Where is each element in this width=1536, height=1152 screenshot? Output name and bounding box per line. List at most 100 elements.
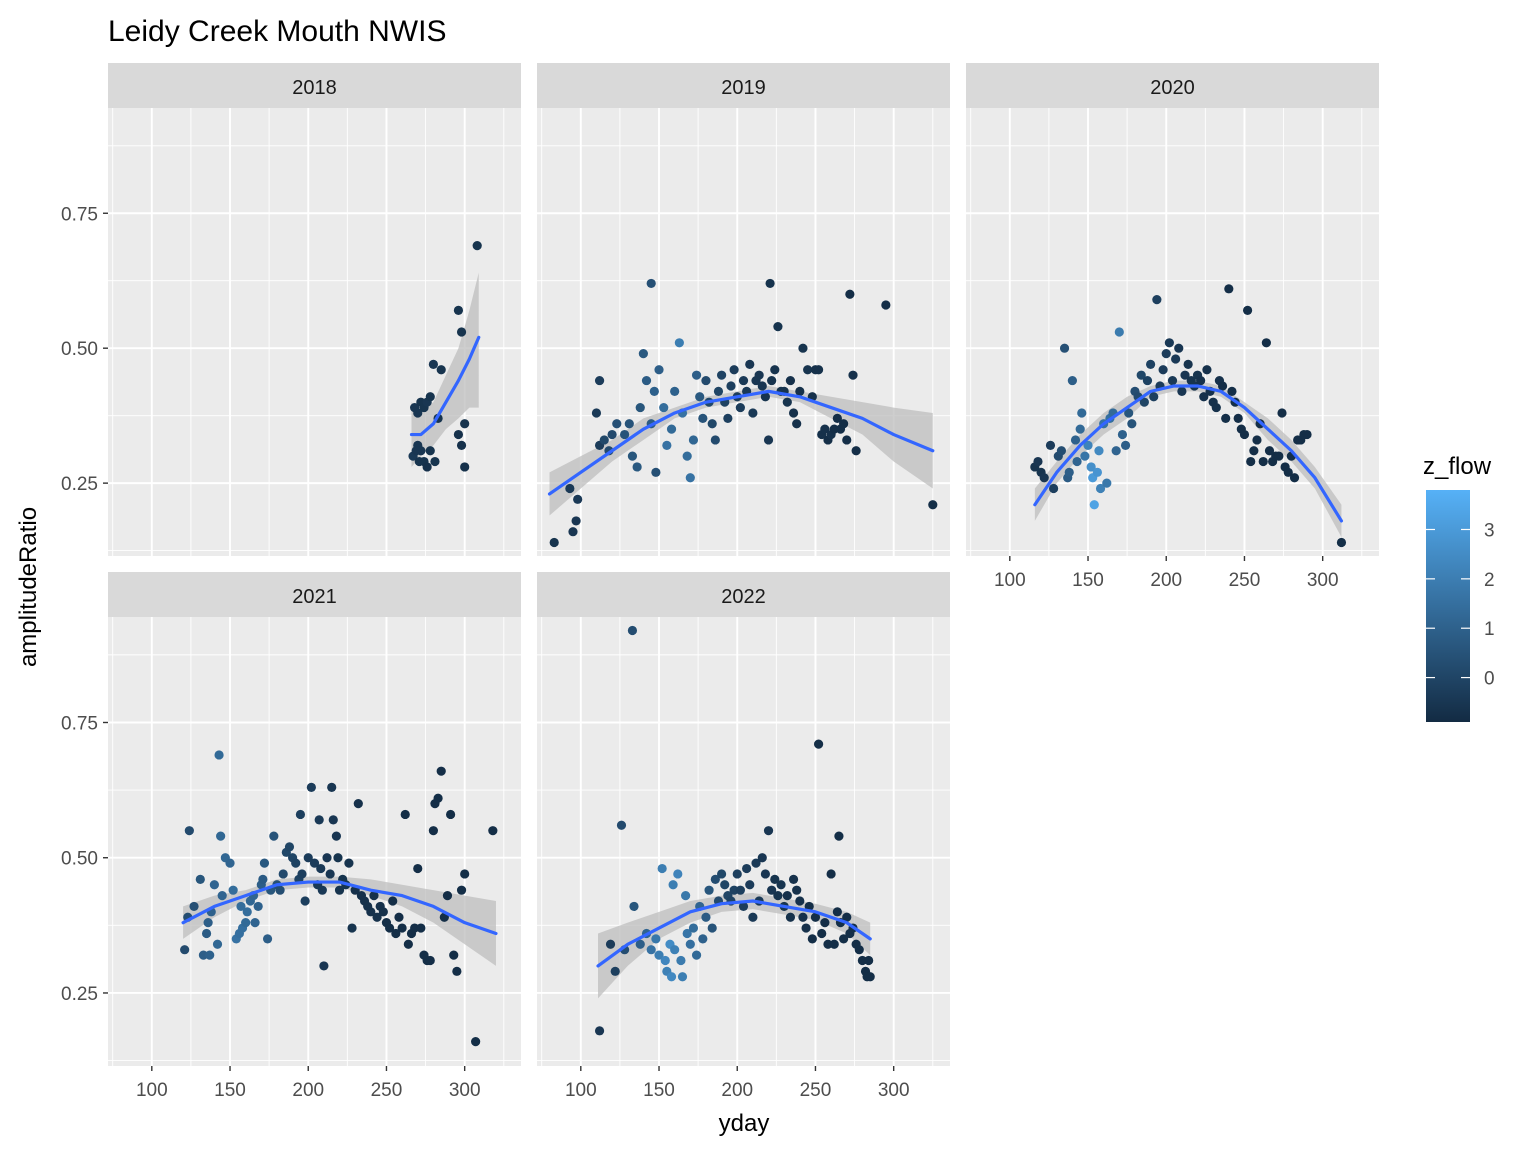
data-point	[1277, 408, 1287, 418]
data-point	[1045, 440, 1056, 450]
data-point	[394, 912, 404, 922]
facet-strip-label: 2020	[1150, 77, 1195, 99]
data-point	[798, 343, 808, 353]
facet-strip-label: 2021	[292, 586, 337, 608]
data-point	[820, 424, 830, 434]
data-point	[627, 625, 638, 636]
data-point	[763, 826, 774, 836]
data-point	[792, 885, 802, 895]
data-point	[701, 912, 711, 922]
data-point	[189, 901, 199, 912]
data-point	[757, 853, 767, 863]
data-point	[1161, 348, 1171, 359]
data-point	[635, 402, 645, 413]
data-point	[826, 869, 836, 879]
data-points	[1030, 284, 1347, 548]
x-tick-label: 150	[214, 1080, 246, 1101]
data-point	[785, 912, 796, 922]
data-point	[568, 527, 578, 537]
data-point	[203, 918, 213, 928]
data-point	[738, 901, 749, 912]
facet-panel-2018: 2018 0.25 0.50 0.75	[61, 63, 521, 556]
data-point	[1177, 386, 1187, 396]
data-point	[1077, 408, 1087, 418]
data-point	[1136, 370, 1146, 380]
x-tick-label: 250	[800, 1080, 832, 1101]
data-point	[594, 1026, 605, 1036]
data-point	[798, 912, 808, 922]
data-point	[353, 799, 363, 809]
data-point	[641, 375, 652, 386]
data-point	[646, 278, 656, 289]
data-point	[1246, 456, 1256, 467]
data-point	[865, 972, 875, 982]
data-point	[845, 289, 855, 299]
data-point	[262, 934, 273, 944]
data-point	[1064, 467, 1074, 477]
data-point	[331, 831, 342, 841]
data-point	[720, 880, 730, 890]
data-point	[275, 885, 285, 895]
data-point	[1086, 462, 1096, 472]
data-point	[1067, 375, 1077, 386]
x-tick-label: 300	[449, 1080, 481, 1101]
data-point	[704, 885, 714, 895]
data-point	[751, 858, 761, 868]
panel-background	[537, 617, 950, 1066]
data-point	[384, 923, 395, 933]
data-point	[1152, 295, 1162, 305]
data-point	[620, 429, 630, 440]
data-point	[735, 885, 745, 895]
data-point	[754, 370, 764, 380]
data-point	[654, 365, 664, 375]
data-point	[1094, 446, 1104, 456]
facet-strip-label: 2019	[721, 77, 766, 99]
data-point	[767, 885, 777, 895]
data-point	[1167, 375, 1178, 386]
data-point	[638, 348, 648, 359]
data-point	[1180, 370, 1190, 380]
data-point	[425, 392, 435, 402]
data-point	[1336, 537, 1347, 548]
data-point	[842, 912, 852, 922]
data-point	[881, 300, 891, 310]
data-point	[1302, 429, 1312, 440]
data-point	[316, 863, 326, 874]
data-point	[770, 874, 780, 884]
data-point	[591, 408, 602, 418]
facet-strip	[108, 572, 521, 617]
facet-panel-2022: 2022 100 150 200 250 300	[537, 572, 950, 1101]
data-point	[716, 869, 727, 879]
data-point	[848, 370, 858, 380]
data-point	[325, 869, 335, 879]
data-point	[488, 826, 498, 836]
data-point	[453, 429, 464, 440]
data-point	[400, 809, 410, 820]
data-point	[403, 939, 413, 949]
data-point	[1072, 456, 1082, 467]
facet-strip-label: 2022	[721, 586, 766, 608]
y-tick-label: 0.25	[61, 474, 98, 495]
data-point	[670, 945, 680, 955]
data-point	[391, 928, 401, 939]
data-point	[1224, 284, 1234, 294]
data-point	[425, 446, 435, 456]
data-point	[1039, 473, 1049, 483]
data-point	[928, 500, 938, 510]
data-point	[765, 278, 775, 289]
data-point	[612, 419, 622, 429]
data-point	[773, 322, 783, 332]
data-point	[452, 966, 462, 976]
data-point	[573, 494, 583, 504]
data-point	[1202, 365, 1212, 375]
data-point	[748, 408, 758, 418]
data-point	[1196, 375, 1206, 386]
smooth-line	[181, 880, 498, 936]
data-point	[372, 912, 382, 922]
smooth-line	[596, 899, 872, 968]
data-point	[460, 419, 470, 429]
data-point	[635, 939, 645, 949]
data-point	[651, 934, 661, 944]
data-point	[212, 939, 223, 949]
